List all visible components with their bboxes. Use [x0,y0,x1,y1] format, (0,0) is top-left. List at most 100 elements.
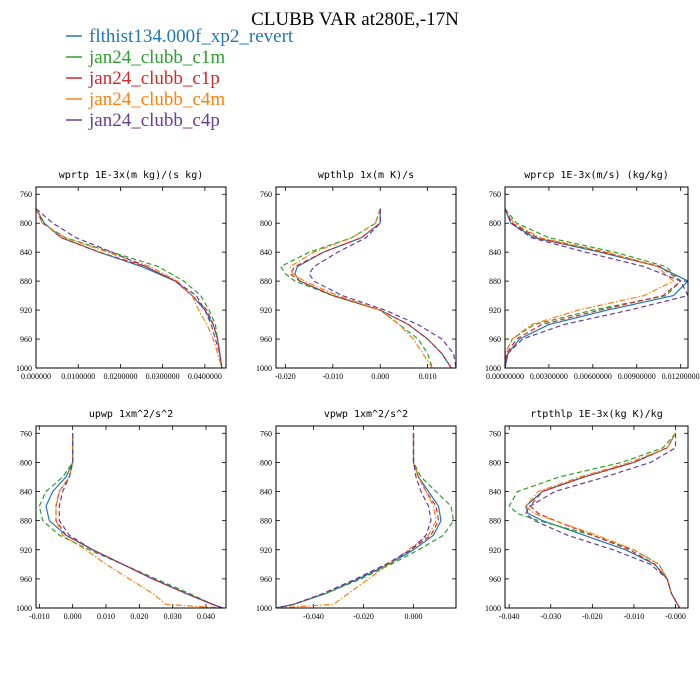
ytick-label: 800 [489,219,501,228]
plot-frame [35,425,227,609]
ytick-label: 760 [20,190,32,199]
panel-3: upwp 1xm^2/s^2 760 800 840 880 920 960 1000-0.0… [16,409,227,621]
ytick-label: 960 [20,575,32,584]
xtick-label: 0.000 [371,372,389,381]
series-line-3 [525,433,681,608]
ytick-label: 1000 [256,604,272,613]
plot-frame [275,425,457,609]
ytick-label: 1000 [485,604,501,613]
ytick-label: 880 [20,517,32,526]
xtick-label: 0.030 [164,612,182,621]
ytick-label: 760 [489,190,501,199]
xtick-label: 0.00600000 [574,372,612,381]
series-line-0 [505,208,688,368]
ytick-label: 800 [20,458,32,467]
xtick-label: -0.040 [499,612,520,621]
series-line-4 [525,433,681,608]
series-line-4 [505,208,688,368]
ytick-label: 920 [260,306,272,315]
ytick-label: 800 [489,458,501,467]
legend: flthist134.000f_xp2_revertjan24_clubb_c1… [66,26,294,131]
xtick-label: -0.000 [665,612,686,621]
series-line-4 [58,433,223,608]
panel-title-3: upwp 1xm^2/s^2 [89,409,173,420]
plot-frame [275,186,457,369]
xtick-label: 0.00300000 [530,372,568,381]
xtick-label: 0.020 [130,612,148,621]
series-line-3 [289,208,433,368]
legend-label-1: jan24_clubb_c1m [88,47,225,68]
xtick-label: -0.010 [29,612,50,621]
figure-title: CLUBB VAR at280E,-17N [251,9,459,30]
panel-5: rtpthlp 1E-3x(kg K)/kg 760 800 840 880 920 960… [485,409,689,621]
ytick-label: 920 [20,306,32,315]
panel-title-2: wprcp 1E-3x(m/s) (kg/kg) [524,170,669,181]
ytick-label: 760 [489,429,501,438]
ytick-label: 880 [489,517,501,526]
series-line-1 [36,208,223,368]
ytick-label: 800 [20,219,32,228]
series-line-4 [36,208,223,368]
ytick-label: 800 [260,219,272,228]
series-line-3 [55,433,223,608]
ytick-label: 880 [260,277,272,286]
ytick-label: 920 [20,546,32,555]
series-line-4 [308,208,456,368]
xtick-label: 0.000 [64,612,82,621]
panel-title-4: vpwp 1xm^2/s^2 [324,409,408,420]
panel-1: wpthlp 1x(m K)/s7608008408809209601000-0… [256,170,457,381]
ytick-label: 880 [20,277,32,286]
xtick-label: -0.030 [540,612,561,621]
xtick-label: 0.01200000 [662,372,700,381]
xtick-label: 0.00900000 [618,372,656,381]
series-line-2 [505,208,682,368]
series-line-2 [529,433,681,608]
series-line-3 [505,208,675,368]
panel-title-0: wprtp 1E-3x(m kg)/(s kg) [59,170,204,181]
ytick-label: 880 [260,517,272,526]
legend-label-2: jan24_clubb_c1p [88,68,220,89]
xtick-label: 0.0400000 [188,372,222,381]
ytick-label: 840 [489,488,501,497]
ytick-label: 880 [489,277,501,286]
ytick-label: 840 [489,248,501,257]
ytick-label: 920 [489,546,501,555]
legend-label-4: jan24_clubb_c4p [88,110,220,131]
ytick-label: 840 [260,248,272,257]
xtick-label: 0.010 [97,612,115,621]
plot-frame [35,186,227,369]
xtick-label: -0.010 [624,612,645,621]
panel-title-1: wpthlp 1x(m K)/s [318,170,414,181]
ytick-label: 960 [20,335,32,344]
legend-label-0: flthist134.000f_xp2_revert [89,26,294,47]
ytick-label: 840 [20,488,32,497]
xtick-label: 0.040 [197,612,215,621]
ytick-label: 760 [260,190,272,199]
series-line-2 [36,208,223,368]
ytick-label: 800 [260,458,272,467]
ytick-label: 1000 [16,604,32,613]
ytick-label: 760 [260,429,272,438]
xtick-label: 0.000 [405,612,423,621]
ytick-label: 960 [489,335,501,344]
plot-frame [504,425,689,609]
ytick-label: 960 [489,575,501,584]
ytick-label: 1000 [256,364,272,373]
series-line-3 [276,433,437,608]
xtick-label: 0.000000 [21,372,51,381]
xtick-label: -0.020 [353,612,374,621]
xtick-label: 0.00000000 [486,372,524,381]
panel-title-5: rtpthlp 1E-3x(kg K)/kg [530,409,662,420]
ytick-label: 960 [260,575,272,584]
ytick-label: 920 [260,546,272,555]
series-line-2 [289,208,452,368]
ytick-label: 960 [260,335,272,344]
panels: wprtp 1E-3x(m kg)/(s kg) 760 800 840 880 920 9… [16,170,700,621]
panel-2: wprcp 1E-3x(m/s) (kg/kg) 760 800 840 880 920 9… [485,170,700,381]
ytick-label: 840 [260,488,272,497]
series-line-1 [38,433,223,608]
ytick-label: 1000 [16,364,32,373]
ytick-label: 920 [489,306,501,315]
xtick-label: 0.0200000 [103,372,137,381]
